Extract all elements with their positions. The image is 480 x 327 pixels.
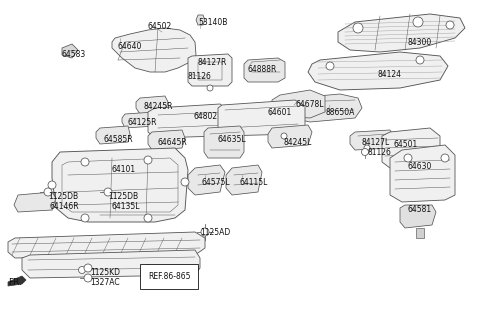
Circle shape [207, 85, 213, 91]
Text: 64583: 64583 [62, 50, 86, 59]
Text: 64581: 64581 [408, 205, 432, 214]
Circle shape [144, 156, 152, 164]
Text: 84124: 84124 [378, 70, 402, 79]
Polygon shape [188, 165, 225, 195]
Polygon shape [96, 126, 130, 144]
Text: 64502: 64502 [148, 22, 172, 31]
Circle shape [81, 214, 89, 222]
Text: 84245L: 84245L [283, 138, 312, 147]
Text: REF.86-865: REF.86-865 [148, 272, 191, 281]
Text: 84127L: 84127L [362, 138, 390, 147]
Circle shape [201, 228, 209, 236]
Text: 1125AD: 1125AD [200, 228, 230, 237]
Text: 64640: 64640 [118, 42, 143, 51]
Text: 64888R: 64888R [248, 65, 277, 74]
Text: 64135L: 64135L [112, 202, 141, 211]
Polygon shape [416, 228, 424, 238]
Text: 81126: 81126 [368, 148, 392, 157]
Polygon shape [272, 90, 325, 118]
Polygon shape [8, 232, 205, 258]
Circle shape [353, 23, 363, 33]
Polygon shape [112, 28, 196, 72]
Text: 64115L: 64115L [240, 178, 268, 187]
Polygon shape [350, 130, 394, 150]
Circle shape [364, 145, 370, 151]
Text: 64678L: 64678L [295, 100, 324, 109]
Text: 1125DB: 1125DB [48, 192, 78, 201]
Circle shape [326, 62, 334, 70]
Text: 64601: 64601 [268, 108, 292, 117]
Polygon shape [390, 145, 455, 202]
Text: 84127R: 84127R [198, 58, 228, 67]
Circle shape [281, 133, 287, 139]
Text: 64635L: 64635L [218, 135, 247, 144]
Polygon shape [244, 58, 285, 82]
Text: 84245R: 84245R [143, 102, 172, 111]
Circle shape [48, 181, 56, 189]
Polygon shape [218, 100, 305, 136]
Polygon shape [22, 250, 200, 278]
Polygon shape [226, 165, 262, 195]
Polygon shape [8, 276, 26, 286]
Circle shape [446, 21, 454, 29]
Polygon shape [52, 148, 188, 222]
Polygon shape [62, 44, 78, 58]
Text: 64802: 64802 [193, 112, 217, 121]
Circle shape [79, 267, 85, 273]
Circle shape [413, 17, 423, 27]
Polygon shape [382, 128, 440, 168]
Circle shape [44, 188, 52, 196]
Text: 81126: 81126 [188, 72, 212, 81]
Circle shape [144, 265, 152, 271]
Text: 64585R: 64585R [104, 135, 133, 144]
Circle shape [104, 188, 112, 196]
Polygon shape [148, 130, 185, 150]
Text: 64146R: 64146R [50, 202, 80, 211]
Text: 53140B: 53140B [198, 18, 228, 27]
Circle shape [144, 214, 152, 222]
Circle shape [361, 148, 369, 156]
Circle shape [84, 274, 92, 282]
Text: 64101: 64101 [112, 165, 136, 174]
Polygon shape [268, 125, 312, 148]
Circle shape [404, 154, 412, 162]
Polygon shape [14, 192, 56, 212]
Circle shape [84, 264, 92, 272]
Text: FR.: FR. [8, 278, 22, 287]
Polygon shape [400, 205, 436, 228]
Polygon shape [308, 52, 448, 90]
Polygon shape [338, 14, 465, 52]
Text: 1327AC: 1327AC [90, 278, 120, 287]
Circle shape [416, 56, 424, 64]
Polygon shape [204, 126, 244, 158]
Polygon shape [288, 94, 362, 122]
Text: 64575L: 64575L [202, 178, 230, 187]
Text: 84300: 84300 [408, 38, 432, 47]
Polygon shape [136, 96, 168, 114]
Text: 64125R: 64125R [128, 118, 157, 127]
Text: 1125KD: 1125KD [90, 268, 120, 277]
Circle shape [181, 178, 189, 186]
Circle shape [441, 154, 449, 162]
Polygon shape [122, 112, 158, 128]
Text: 1125DB: 1125DB [108, 192, 138, 201]
Polygon shape [148, 104, 228, 138]
Polygon shape [188, 54, 232, 86]
Text: 88650A: 88650A [325, 108, 354, 117]
Text: 64630: 64630 [408, 162, 432, 171]
Polygon shape [196, 15, 205, 25]
Circle shape [81, 158, 89, 166]
Text: 64645R: 64645R [158, 138, 188, 147]
Text: 64501: 64501 [393, 140, 417, 149]
